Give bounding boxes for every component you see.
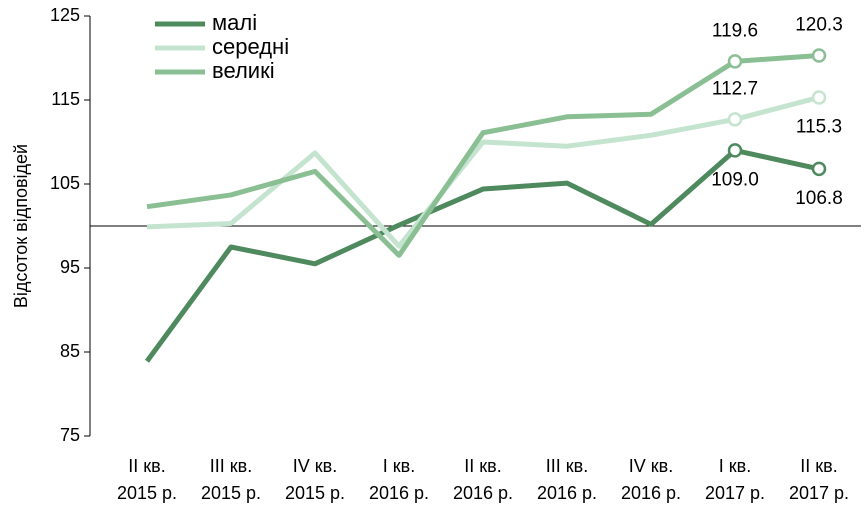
x-tick-label: III кв. [546, 456, 588, 476]
x-tick-label: 2016 р. [537, 483, 597, 503]
y-tick-label: 105 [50, 173, 80, 193]
x-tick-label: III кв. [210, 456, 252, 476]
x-tick-label: 2017 р. [705, 483, 765, 503]
data-label: 120.3 [795, 14, 843, 35]
x-tick-label: II кв. [800, 456, 837, 476]
point-marker [811, 90, 827, 105]
point-marker [811, 161, 827, 177]
y-tick-label: 125 [50, 5, 80, 25]
x-tick-label: 2015 р. [117, 483, 177, 503]
x-tick-label: 2017 р. [789, 483, 849, 503]
data-label: 106.8 [795, 188, 843, 209]
x-tick-label: 2016 р. [453, 483, 513, 503]
data-label: 109.0 [711, 169, 759, 190]
point-marker [727, 54, 743, 69]
point-marker [727, 143, 743, 158]
point-marker [811, 48, 827, 63]
y-axis-label: Відсоток відповідей [11, 144, 31, 308]
y-tick-label: 115 [51, 89, 80, 109]
series-line [146, 52, 820, 258]
series-line [146, 95, 820, 249]
x-tick-label: 2016 р. [621, 483, 681, 503]
data-label: 115.3 [796, 116, 842, 137]
legend-label: малі [212, 10, 257, 35]
y-tick-label: 75 [60, 425, 80, 445]
y-tick-label: 85 [60, 341, 80, 361]
point-marker [727, 112, 743, 127]
x-tick-label: II кв. [464, 456, 501, 476]
x-tick-label: I кв. [383, 456, 415, 476]
x-tick-label: 2016 р. [369, 483, 429, 503]
data-label: 112.7 [712, 78, 758, 99]
x-tick-label: I кв. [719, 456, 751, 476]
y-tick-label: 95 [60, 257, 80, 277]
x-tick-label: II кв. [128, 456, 165, 476]
x-tick-label: IV кв. [629, 456, 673, 476]
data-label: 119.6 [712, 20, 758, 41]
x-tick-label: IV кв. [293, 456, 337, 476]
legend-label: великі [212, 58, 275, 83]
legend-label: середні [212, 34, 289, 59]
x-tick-label: 2015 р. [285, 483, 345, 503]
x-tick-label: 2015 р. [201, 483, 261, 503]
series-line [144, 147, 820, 363]
